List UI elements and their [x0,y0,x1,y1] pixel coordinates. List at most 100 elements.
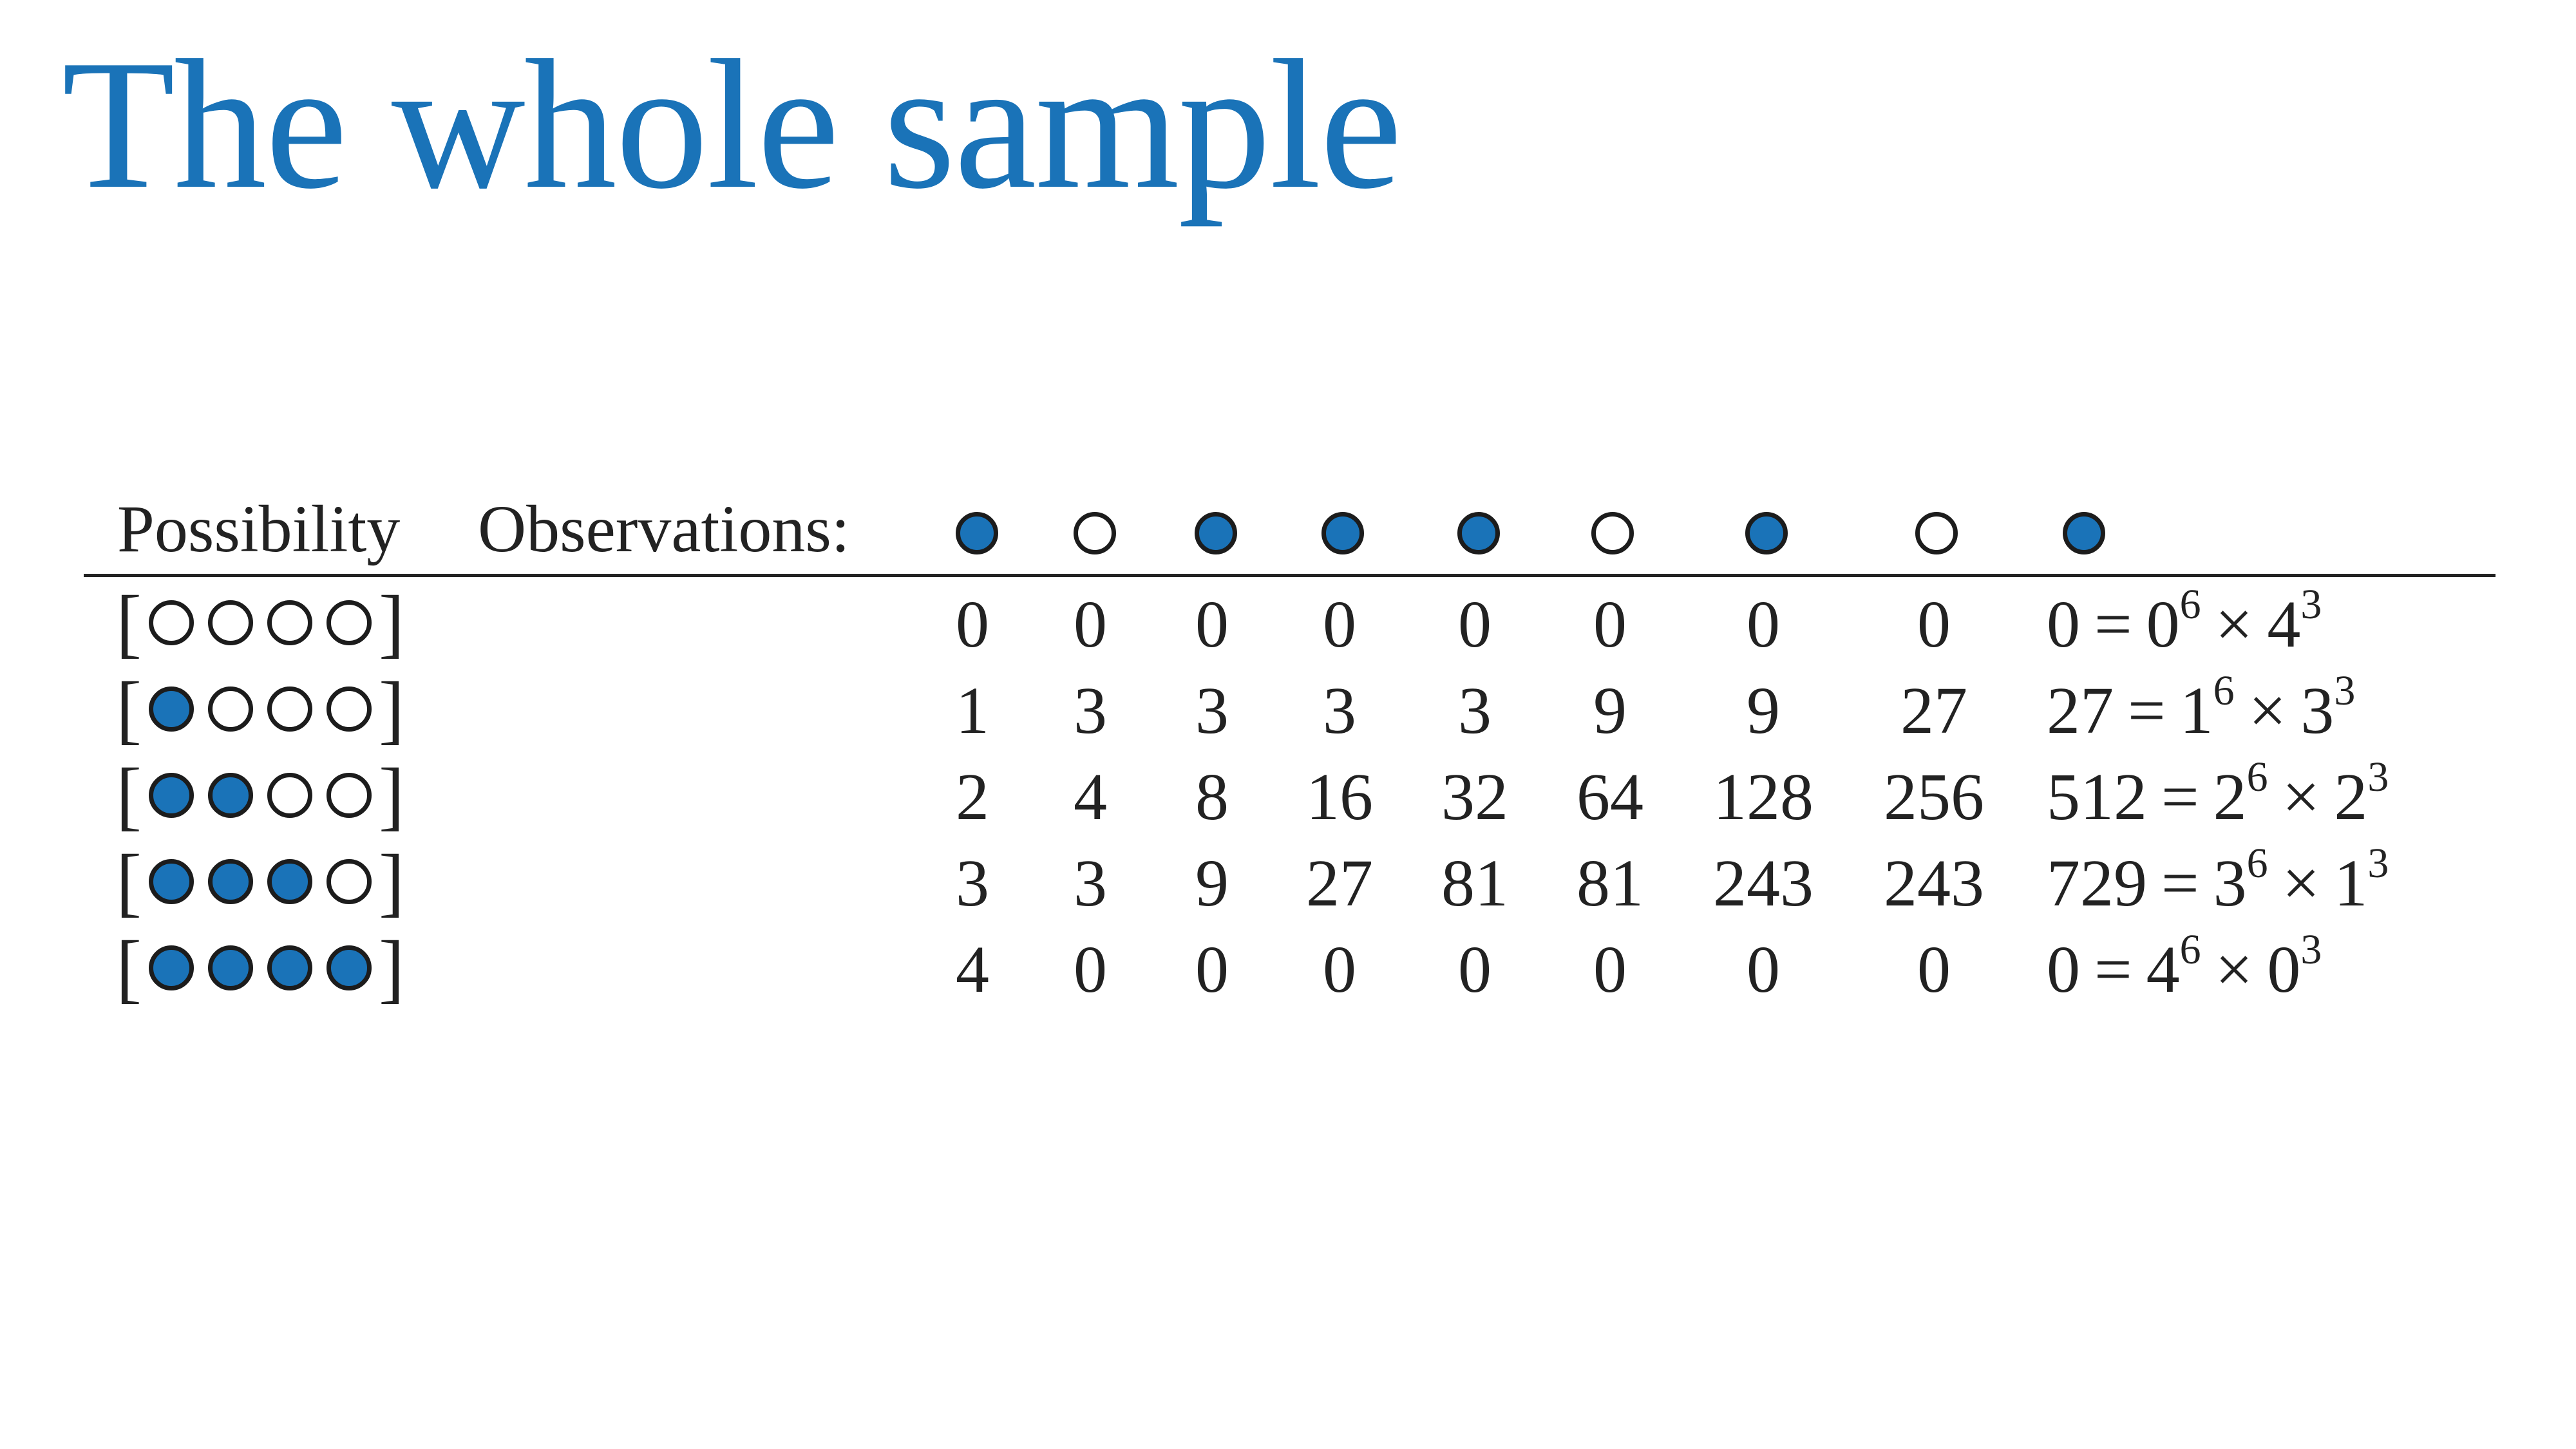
count-cell: 0 [1747,587,1780,661]
count-cell: 243 [1713,846,1814,920]
white-marble-icon [207,600,253,645]
count-cell: 0 [956,587,989,661]
blue-marble-icon [1195,512,1237,554]
product-base: 0 [2146,587,2180,661]
product-expression: 512 = 26 × 23 [2047,756,2389,831]
equals-sign: = [2128,674,2166,748]
blue-marble-icon [207,773,253,818]
count-cell: 81 [1441,846,1508,920]
times-sign: × [2282,760,2320,834]
product-exponent: 3 [2300,926,2322,973]
times-sign: × [2248,674,2287,748]
count-cell: 3 [1074,846,1107,920]
white-marble-icon [326,600,372,645]
product-base: 1 [2334,846,2368,920]
white-marble-icon [148,600,194,645]
product-total: 512 [2047,760,2147,834]
count-cell: 4 [956,933,989,1007]
blue-marble-icon [326,945,372,990]
white-marble-icon [1591,512,1634,554]
open-bracket: [ [116,580,142,665]
product-base: 1 [2179,674,2213,748]
blue-marble-icon [267,945,312,990]
count-cell: 3 [1458,674,1492,748]
product-base: 3 [2300,674,2334,748]
white-marble-icon [326,687,372,732]
count-cell: 3 [1323,674,1356,748]
count-cell: 8 [1195,760,1229,834]
product-base: 3 [2213,846,2247,920]
blue-marble-icon [956,512,998,554]
product-exponent: 3 [2367,840,2389,887]
product-exponent: 3 [2334,667,2356,714]
white-marble-icon [1074,512,1116,554]
product-total: 0 [2047,587,2080,661]
open-bracket: [ [116,752,142,838]
white-marble-icon [326,859,372,904]
count-cell: 27 [1900,674,1967,748]
product-base: 0 [2267,933,2301,1007]
product-total: 27 [2047,674,2114,748]
product-base: 4 [2146,933,2180,1007]
product-exponent: 6 [2246,753,2268,800]
times-sign: × [2215,587,2253,661]
product-exponent: 3 [2367,753,2389,800]
product-exponent: 6 [2213,667,2235,714]
count-cell: 9 [1747,674,1780,748]
count-cell: 0 [1195,933,1229,1007]
count-cell: 0 [1593,587,1627,661]
equals-sign: = [2161,846,2199,920]
possibility-cell: [] [116,752,404,838]
possibility-cell: [] [116,838,404,924]
product-expression: 27 = 16 × 33 [2047,670,2355,744]
count-cell: 3 [956,846,989,920]
white-marble-icon [267,600,312,645]
count-cell: 0 [1323,933,1356,1007]
blue-marble-icon [148,773,194,818]
white-marble-icon [207,687,253,732]
count-cell: 0 [1074,933,1107,1007]
white-marble-icon [1915,512,1958,554]
count-cell: 9 [1593,674,1627,748]
count-cell: 9 [1195,846,1229,920]
blue-marble-icon [1321,512,1364,554]
count-cell: 3 [1195,674,1229,748]
equals-sign: = [2094,587,2132,661]
count-cell: 0 [1917,587,1951,661]
product-expression: 0 = 06 × 43 [2047,583,2322,658]
blue-marble-icon [1457,512,1500,554]
equals-sign: = [2094,933,2132,1007]
close-bracket: ] [378,580,404,665]
open-bracket: [ [116,838,142,924]
blue-marble-icon [148,859,194,904]
count-cell: 0 [1593,933,1627,1007]
count-cell: 0 [1195,587,1229,661]
count-cell: 0 [1458,933,1492,1007]
count-cell: 0 [1074,587,1107,661]
blue-marble-icon [1745,512,1788,554]
equals-sign: = [2161,760,2199,834]
count-cell: 256 [1884,760,1984,834]
white-marble-icon [267,773,312,818]
product-base: 4 [2267,587,2301,661]
count-cell: 243 [1884,846,1984,920]
product-total: 0 [2047,933,2080,1007]
blue-marble-icon [148,687,194,732]
count-cell: 128 [1713,760,1814,834]
slide-title: The whole sample [62,22,1402,227]
count-cell: 32 [1441,760,1508,834]
open-bracket: [ [116,925,142,1010]
product-base: 2 [2334,760,2368,834]
blue-marble-icon [148,945,194,990]
blue-marble-icon [207,945,253,990]
count-cell: 64 [1577,760,1643,834]
count-cell: 2 [956,760,989,834]
times-sign: × [2215,933,2253,1007]
count-cell: 1 [956,674,989,748]
product-base: 2 [2213,760,2247,834]
possibility-header: Possibility [117,492,401,566]
possibility-cell: [] [116,929,404,1007]
blue-marble-icon [2063,512,2105,554]
close-bracket: ] [378,752,404,838]
count-cell: 0 [1458,587,1492,661]
